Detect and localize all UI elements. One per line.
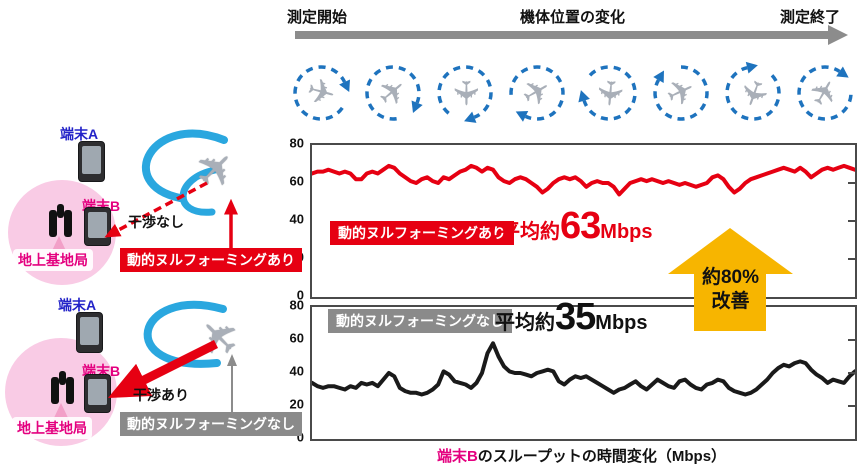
throughput-line [312, 341, 855, 397]
rotation-arrowhead-icon [578, 90, 590, 103]
drone-rotation-unit: ✈ [437, 65, 493, 123]
y-tick-label: 0 [296, 287, 304, 303]
improvement-line2: 改善 [711, 290, 750, 312]
drone-rotation-unit: ✈ [725, 61, 781, 121]
interference-label-bottom: 干渉あり [133, 387, 189, 403]
rotation-arrowhead-icon [339, 79, 351, 92]
drone-icon: ✈ [801, 71, 850, 116]
avg-value: 63 [560, 205, 601, 247]
terminal-a-phone-icon-bottom [76, 312, 103, 353]
drone-rotation-unit: ✈ [797, 65, 853, 121]
timeline-end-label: 測定終了 [780, 9, 841, 26]
mode-label-without: 動的ヌルフォーミングなし [120, 412, 302, 436]
drone-rotation-unit: ✈ [578, 65, 637, 121]
rotation-circle-icon [653, 65, 709, 121]
drone-icon: ✈ [729, 73, 776, 113]
drone-icon: ✈ [445, 79, 485, 108]
y-tick-label: 80 [289, 297, 304, 313]
drone-rotation-unit: ✈ [653, 65, 709, 121]
label-without-nullforming: 動的ヌルフォーミングなし [328, 309, 512, 333]
rotation-arrowhead-icon [515, 110, 529, 122]
timeline-center-label: 機体位置の変化 [519, 9, 625, 26]
drone-rotation-unit: ✈ [365, 65, 423, 121]
drone-icon: ✈ [369, 69, 417, 118]
rotation-arrowhead-icon [464, 111, 477, 123]
mode-label-with: 動的ヌルフォーミングあり [120, 248, 302, 272]
timeline-start-label: 測定開始 [287, 9, 348, 26]
drone-icon: ✈ [515, 69, 560, 118]
terminal-a-label-top: 端末A [60, 126, 99, 142]
drone-icon: ✈ [588, 77, 630, 109]
timeline-arrow-bar [295, 31, 828, 39]
pointer-arrow-with [224, 198, 238, 252]
label-with-nullforming: 動的ヌルフォーミングあり [330, 221, 514, 245]
base-station-icon-bottom [51, 371, 74, 404]
improvement-arrow: 約80% 改善 [668, 228, 793, 331]
y-tick-label: 60 [289, 330, 304, 346]
rotation-circle-icon [509, 65, 565, 121]
pointer-arrow-without [227, 354, 237, 412]
interference-label-top: 干渉なし [128, 214, 184, 230]
drone-rotation-unit: ✈ [293, 65, 351, 121]
avg-prefix: 平均約 [500, 221, 560, 243]
up-arrow-icon [668, 228, 793, 331]
rotation-arrowhead-icon [836, 66, 849, 78]
y-tick-label: 40 [289, 363, 304, 379]
average-without-nullforming: 平均約 35 Mbps [495, 296, 648, 339]
rotation-circle-icon [582, 65, 637, 121]
base-station-label-top: 地上基地局 [13, 249, 93, 271]
avg-unit: Mbps [600, 221, 653, 243]
average-with-nullforming: 平均約 63 Mbps [500, 205, 653, 248]
y-tick-label: 20 [289, 396, 304, 412]
drone-rotation-row: ✈ ✈ ✈ ✈ ✈ ✈ ✈ ✈ [293, 61, 853, 123]
chart-caption: 端末Bのスループットの時間変化（Mbps） [310, 445, 853, 466]
rotation-circle-icon [437, 65, 493, 119]
throughput-line [312, 163, 855, 197]
rotation-circle-icon [365, 65, 421, 121]
rotation-circle-icon [725, 65, 781, 121]
chart-without-y-axis: 0 20 40 60 80 [278, 298, 304, 445]
drone-rotation-unit: ✈ [509, 65, 565, 122]
timeline-arrow-head-icon [828, 25, 848, 45]
avg-prefix: 平均約 [495, 312, 555, 334]
base-station-label-bottom: 地上基地局 [12, 417, 92, 439]
drone-icon: ✈ [302, 70, 340, 116]
rotation-arrowhead-icon [745, 61, 758, 74]
y-tick-label: 40 [289, 211, 304, 227]
base-station-icon-top [49, 204, 72, 237]
y-tick-label: 0 [296, 429, 304, 445]
rotation-circle-icon [293, 65, 347, 121]
beam-icon-top [51, 236, 67, 253]
interference-arrow [107, 339, 219, 399]
avg-unit: Mbps [595, 312, 648, 334]
drone-icon: ✈ [660, 69, 703, 117]
improvement-line1: 約80% [701, 267, 760, 288]
rotation-arrowhead-icon [411, 100, 423, 113]
rotation-circle-icon [797, 65, 853, 121]
avg-value: 35 [555, 296, 596, 338]
terminal-a-label-bottom: 端末A [58, 297, 97, 313]
terminal-a-phone-icon-top [78, 141, 105, 182]
beam-icon-bottom [53, 403, 69, 420]
y-tick-label: 80 [289, 135, 304, 151]
rotation-arrowhead-icon [653, 70, 664, 83]
no-interference-arrow [104, 181, 208, 238]
caption-terminal-b: 端末B [436, 448, 478, 465]
caption-rest: のスループットの時間変化（Mbps） [477, 448, 727, 465]
y-tick-label: 60 [289, 173, 304, 189]
